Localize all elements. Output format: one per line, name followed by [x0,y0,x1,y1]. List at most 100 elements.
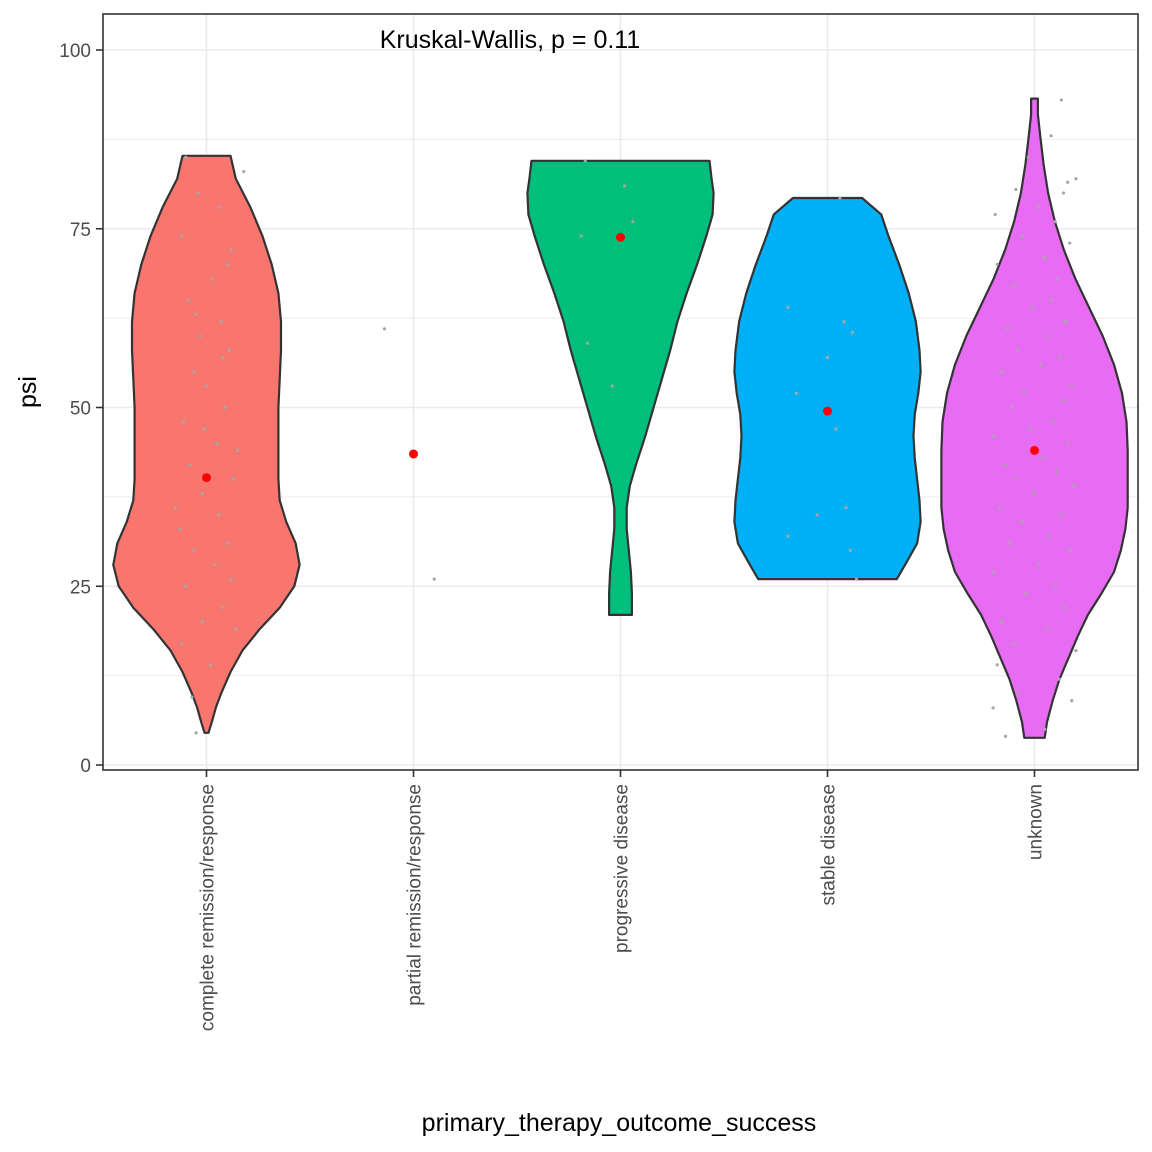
x-tick-label: progressive disease [612,784,633,953]
data-point [1039,363,1043,367]
data-point [1049,298,1053,302]
data-point [382,327,387,331]
data-point [825,355,830,360]
data-point [786,534,790,538]
data-point [1024,591,1028,596]
y-tick-label: 75 [70,220,91,241]
chart-annotation: Kruskal-Wallis, p = 0.11 [380,26,641,54]
data-point [196,191,200,195]
data-point [838,196,842,200]
data-point [231,477,236,481]
data-point [1068,548,1072,553]
x-tick-label: stable disease [819,784,840,905]
mean-markers [202,232,1039,483]
data-point [225,262,229,267]
data-point [794,391,799,395]
data-point [209,663,213,667]
data-point [1037,563,1041,567]
data-point [194,731,198,735]
data-point [1068,241,1072,245]
data-point [993,212,997,217]
data-point [1026,155,1030,159]
mean-marker [202,473,211,483]
x-tick-label: partial remission/response [405,784,426,1006]
data-point [1074,177,1078,181]
x-tick-label: unknown [1026,784,1047,860]
data-point [184,155,188,159]
data-point [211,277,215,281]
y-tick-label: 50 [70,399,91,420]
data-point [1051,420,1055,424]
data-point [1047,534,1051,538]
data-point [991,706,995,710]
data-point [1014,477,1018,481]
data-point [1032,491,1037,495]
data-point [1059,98,1064,102]
y-axis-title: psi [14,376,42,408]
x-axis-title: primary_therapy_outcome_success [422,1109,817,1137]
data-point [1010,405,1014,410]
data-point [200,491,204,495]
data-point [221,355,225,360]
data-point [432,577,436,581]
data-point [991,434,995,438]
data-point [200,620,204,624]
data-point [1020,520,1024,524]
data-point [1030,305,1035,309]
data-point [1063,606,1068,610]
data-point [223,405,227,410]
data-point [1003,463,1008,467]
mean-marker [823,406,832,416]
data-point [834,427,838,431]
data-point [186,298,190,302]
data-point [215,441,219,445]
data-point [180,641,184,646]
data-point [192,548,196,553]
data-point [192,370,196,374]
data-point [997,506,1001,510]
y-axis: 0 25 50 75 100 [59,41,103,777]
data-point [623,184,627,188]
data-point [1070,699,1074,703]
data-point [1057,677,1061,681]
data-point [1053,220,1057,224]
data-point [1072,484,1076,488]
y-tick-label: 100 [59,41,91,62]
jitter-points [173,98,1078,739]
data-point [815,513,819,517]
data-point [217,205,221,209]
data-point [190,695,194,699]
mean-marker [409,449,418,459]
data-point [579,234,583,238]
data-point [842,320,846,324]
data-point [1014,187,1018,192]
data-point [848,548,852,553]
data-point [1049,134,1053,138]
data-point [1003,734,1008,739]
data-point [610,384,614,388]
data-point [235,448,240,452]
data-point [991,570,995,574]
violin-3 [733,196,922,581]
data-point [229,248,233,252]
data-point [1045,627,1049,631]
data-point [1043,727,1047,731]
data-point [180,234,184,238]
data-point [227,348,231,352]
data-point [1005,327,1010,331]
data-point [999,370,1003,374]
data-point [1045,334,1049,338]
data-point [184,584,188,588]
data-point [229,577,233,581]
data-point [1041,455,1045,460]
data-point [854,577,859,581]
data-point [221,606,225,610]
data-point [194,312,198,317]
data-point [583,159,587,163]
data-point [585,341,589,345]
data-point [242,169,246,174]
x-axis: complete remission/response partial remis… [198,770,1047,1031]
data-point [204,384,209,388]
data-point [1061,398,1066,402]
